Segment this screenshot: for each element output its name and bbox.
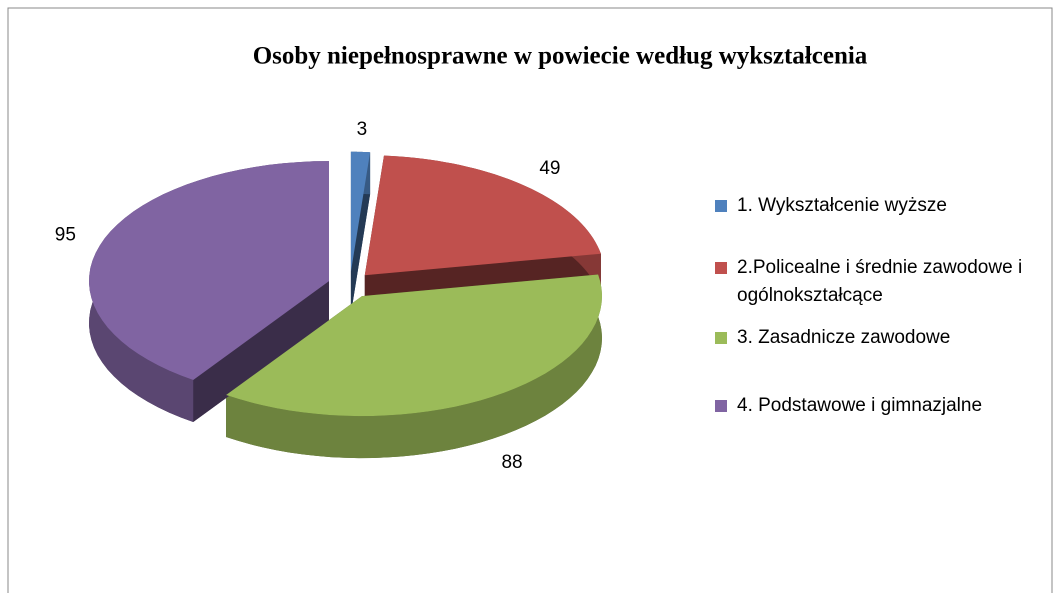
slice <box>226 274 602 417</box>
chart-title: Osoby niepełnosprawne w powiecie według … <box>253 43 868 70</box>
legend: 1. Wykształcenie wyższe 2.Policealne i śr… <box>715 192 1045 420</box>
legend-label: 1. Wykształcenie wyższe <box>737 195 947 216</box>
slice-edge <box>193 281 329 422</box>
legend-swatch <box>715 200 727 212</box>
data-label: 49 <box>539 158 560 179</box>
slice-wall <box>226 274 602 459</box>
legend-label: 3. Zasadnicze zawodowe <box>737 327 951 348</box>
legend-swatch <box>715 332 727 344</box>
legend-item: 1. Wykształcenie wyższe <box>715 192 1045 220</box>
slice <box>350 151 371 272</box>
data-label: 88 <box>501 452 522 473</box>
legend-item: 4. Podstawowe i gimnazjalne <box>715 392 1045 420</box>
legend-swatch <box>715 400 727 412</box>
data-label: 95 <box>55 225 76 246</box>
slice <box>364 155 601 276</box>
slice <box>89 161 329 380</box>
legend-item: 2.Policealne i średnie zawodowe i ogólno… <box>715 254 1045 310</box>
legend-label: 4. Podstawowe i gimnazjalne <box>737 395 983 416</box>
data-label: 3 <box>357 119 368 140</box>
legend-label: 2.Policealne i średnie zawodowe i ogólno… <box>737 257 1023 306</box>
legend-item: 3. Zasadnicze zawodowe <box>715 324 1045 352</box>
legend-swatch <box>715 262 727 274</box>
